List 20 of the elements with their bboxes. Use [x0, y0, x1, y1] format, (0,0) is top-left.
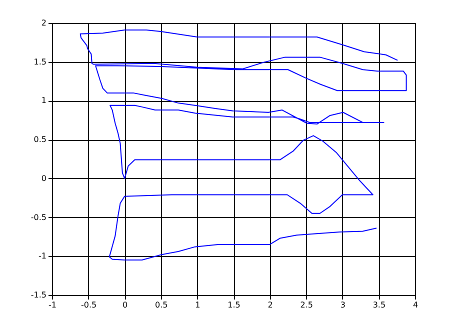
y-tick-label: -1 — [38, 252, 46, 261]
x-tick-label: -0.5 — [80, 300, 97, 310]
x-tick-label: 3.5 — [372, 300, 386, 310]
x-tick-label: 0.5 — [155, 300, 168, 310]
y-tick-label: -0.5 — [30, 212, 46, 222]
x-tick-label: 4 — [412, 300, 418, 310]
x-tick-label: 3 — [340, 300, 346, 310]
y-tick-label: 1.5 — [34, 57, 46, 66]
y-tick-label: -1.5 — [30, 290, 46, 300]
y-tick-label: 0 — [41, 174, 46, 183]
y-tick-label: 2 — [41, 18, 46, 28]
x-tick-label: 1 — [195, 300, 200, 310]
x-tick-label: 1.5 — [228, 300, 240, 310]
y-tick-label: 1 — [41, 96, 46, 106]
x-tick-label: 2.5 — [300, 300, 313, 310]
line-series — [80, 29, 407, 261]
x-tick-label: 0 — [122, 300, 128, 310]
y-tick-label: 0.5 — [34, 135, 46, 144]
x-tick-label: 2 — [268, 300, 273, 310]
x-tick-label: -1 — [48, 300, 56, 310]
